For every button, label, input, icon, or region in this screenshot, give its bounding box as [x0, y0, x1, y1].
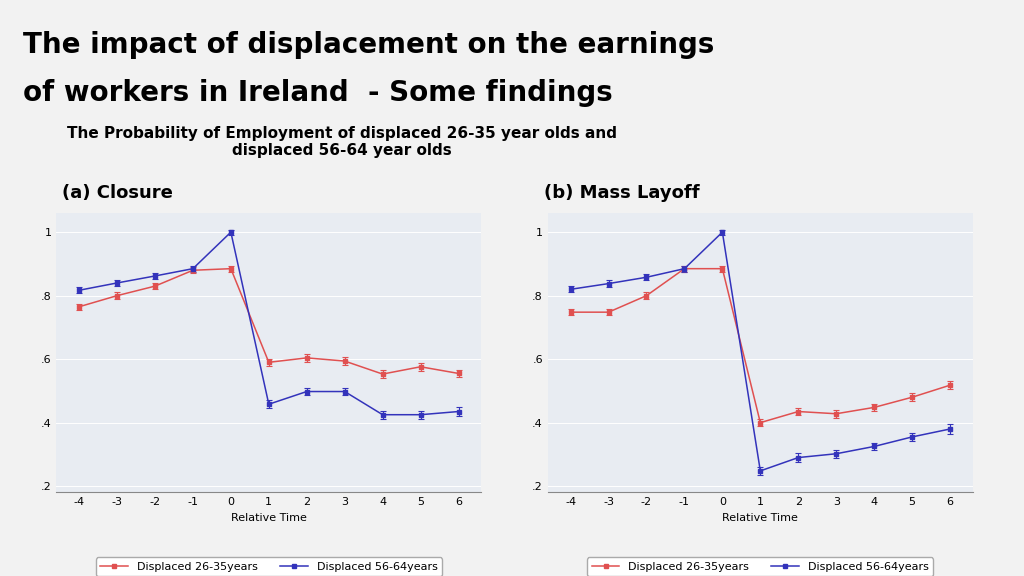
Legend: Displaced 26-35years, Displaced 56-64years: Displaced 26-35years, Displaced 56-64yea…	[587, 558, 934, 576]
Text: The Probability of Employment of displaced 26-35 year olds and
displaced 56-64 y: The Probability of Employment of displac…	[67, 126, 616, 158]
Text: (b) Mass Layoff: (b) Mass Layoff	[544, 184, 699, 202]
X-axis label: Relative Time: Relative Time	[230, 513, 307, 523]
Text: The impact of displacement on the earnings: The impact of displacement on the earnin…	[24, 31, 715, 59]
X-axis label: Relative Time: Relative Time	[722, 513, 799, 523]
Legend: Displaced 26-35years, Displaced 56-64years: Displaced 26-35years, Displaced 56-64yea…	[95, 558, 442, 576]
Text: (a) Closure: (a) Closure	[62, 184, 173, 202]
Text: of workers in Ireland  - Some findings: of workers in Ireland - Some findings	[24, 79, 612, 107]
